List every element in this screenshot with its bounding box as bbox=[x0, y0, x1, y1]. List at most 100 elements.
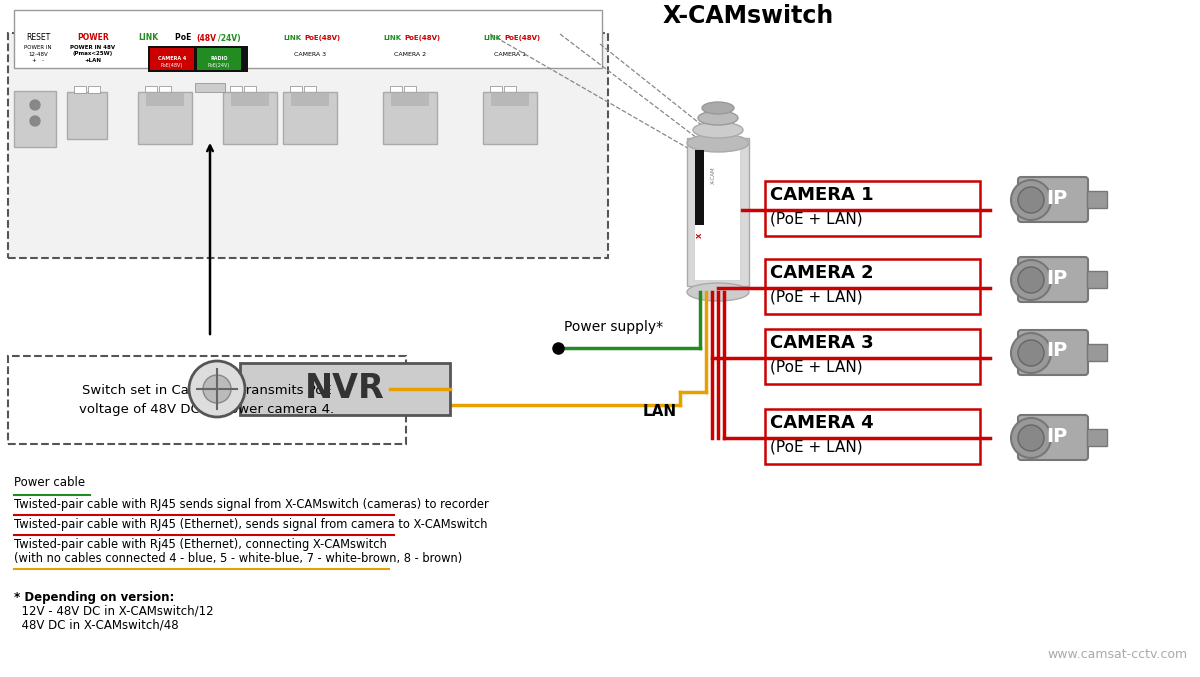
FancyBboxPatch shape bbox=[146, 93, 184, 106]
Text: CAMERA 1: CAMERA 1 bbox=[494, 51, 526, 56]
Circle shape bbox=[30, 116, 40, 126]
FancyBboxPatch shape bbox=[74, 86, 86, 93]
FancyBboxPatch shape bbox=[404, 86, 416, 93]
Text: PoE(48V): PoE(48V) bbox=[161, 64, 184, 68]
FancyBboxPatch shape bbox=[1087, 271, 1108, 288]
FancyBboxPatch shape bbox=[1087, 191, 1108, 208]
FancyBboxPatch shape bbox=[150, 48, 194, 70]
Ellipse shape bbox=[686, 134, 749, 152]
Text: RADIO: RADIO bbox=[210, 56, 228, 62]
Text: (PoE + LAN): (PoE + LAN) bbox=[770, 212, 863, 227]
FancyBboxPatch shape bbox=[148, 46, 248, 72]
FancyBboxPatch shape bbox=[1018, 257, 1088, 302]
Text: IP: IP bbox=[1046, 269, 1068, 288]
FancyBboxPatch shape bbox=[304, 86, 316, 93]
FancyBboxPatch shape bbox=[194, 83, 226, 92]
Text: POWER IN
12-48V
+   -: POWER IN 12-48V + - bbox=[24, 45, 52, 63]
FancyBboxPatch shape bbox=[223, 92, 277, 144]
Circle shape bbox=[1018, 267, 1044, 293]
FancyBboxPatch shape bbox=[695, 150, 704, 225]
Text: POWER IN 48V
(Pmax<25W)
+LAN: POWER IN 48V (Pmax<25W) +LAN bbox=[71, 45, 115, 63]
Text: PoE(24V): PoE(24V) bbox=[208, 64, 230, 68]
Circle shape bbox=[203, 375, 230, 403]
Text: NVR: NVR bbox=[305, 372, 385, 406]
Text: PoE: PoE bbox=[175, 33, 194, 43]
Circle shape bbox=[190, 361, 245, 417]
Text: /24V): /24V) bbox=[218, 33, 241, 43]
Text: X: X bbox=[697, 232, 703, 238]
Text: X-CAMswitch: X-CAMswitch bbox=[662, 4, 834, 28]
Text: LINK: LINK bbox=[482, 35, 502, 41]
FancyBboxPatch shape bbox=[1087, 344, 1108, 361]
Text: POWER: POWER bbox=[77, 33, 109, 43]
Text: X-CAM: X-CAM bbox=[710, 166, 715, 184]
Circle shape bbox=[1018, 340, 1044, 366]
Text: LINK: LINK bbox=[138, 33, 158, 43]
FancyBboxPatch shape bbox=[8, 356, 406, 444]
Ellipse shape bbox=[686, 283, 749, 301]
FancyBboxPatch shape bbox=[283, 92, 337, 144]
FancyBboxPatch shape bbox=[383, 92, 437, 144]
Text: (with no cables connected 4 - blue, 5 - white-blue, 7 - white-brown, 8 - brown): (with no cables connected 4 - blue, 5 - … bbox=[14, 552, 462, 565]
Text: * Depending on version:: * Depending on version: bbox=[14, 591, 174, 604]
Text: PoE(48V): PoE(48V) bbox=[504, 35, 540, 41]
Circle shape bbox=[1010, 260, 1051, 300]
FancyBboxPatch shape bbox=[292, 93, 329, 106]
Text: Twisted-pair cable with RJ45 (Ethernet), sends signal from camera to X-CAMswitch: Twisted-pair cable with RJ45 (Ethernet),… bbox=[14, 518, 487, 531]
Text: CAMERA 2: CAMERA 2 bbox=[770, 264, 874, 282]
Ellipse shape bbox=[694, 122, 743, 138]
FancyBboxPatch shape bbox=[14, 91, 56, 147]
Text: PoE(48V): PoE(48V) bbox=[304, 35, 340, 41]
FancyBboxPatch shape bbox=[8, 33, 608, 258]
Text: IP: IP bbox=[1046, 188, 1068, 207]
FancyBboxPatch shape bbox=[290, 86, 302, 93]
FancyBboxPatch shape bbox=[1018, 177, 1088, 222]
FancyBboxPatch shape bbox=[14, 10, 602, 68]
Text: LINK: LINK bbox=[283, 35, 301, 41]
FancyBboxPatch shape bbox=[88, 86, 100, 93]
Text: PoE(48V): PoE(48V) bbox=[404, 35, 440, 41]
FancyBboxPatch shape bbox=[1018, 415, 1088, 460]
FancyBboxPatch shape bbox=[67, 92, 107, 139]
Text: CAMERA 2: CAMERA 2 bbox=[394, 51, 426, 56]
Circle shape bbox=[1018, 425, 1044, 451]
FancyBboxPatch shape bbox=[390, 86, 402, 93]
Text: www.camsat-cctv.com: www.camsat-cctv.com bbox=[1048, 649, 1188, 661]
FancyBboxPatch shape bbox=[482, 92, 538, 144]
FancyBboxPatch shape bbox=[244, 86, 256, 93]
Ellipse shape bbox=[698, 111, 738, 125]
Text: LINK: LINK bbox=[383, 35, 401, 41]
Text: LAN: LAN bbox=[643, 404, 677, 420]
FancyBboxPatch shape bbox=[230, 93, 269, 106]
Text: (PoE + LAN): (PoE + LAN) bbox=[770, 290, 863, 305]
Ellipse shape bbox=[702, 102, 734, 114]
Text: CAMERA 4: CAMERA 4 bbox=[770, 414, 874, 432]
FancyBboxPatch shape bbox=[138, 92, 192, 144]
Text: Switch set in Camera 4 transmits PoE
voltage of 48V DC to power camera 4.: Switch set in Camera 4 transmits PoE vol… bbox=[79, 384, 335, 416]
Text: (48V: (48V bbox=[196, 33, 216, 43]
FancyBboxPatch shape bbox=[504, 86, 516, 93]
FancyBboxPatch shape bbox=[490, 86, 502, 93]
FancyBboxPatch shape bbox=[1018, 330, 1088, 375]
Text: Power supply*: Power supply* bbox=[564, 320, 664, 334]
Text: CAMERA 1: CAMERA 1 bbox=[770, 186, 874, 204]
Text: (PoE + LAN): (PoE + LAN) bbox=[770, 440, 863, 455]
Text: 48V DC in X-CAMswitch/48: 48V DC in X-CAMswitch/48 bbox=[14, 619, 179, 632]
FancyBboxPatch shape bbox=[145, 86, 157, 93]
Text: (PoE + LAN): (PoE + LAN) bbox=[770, 360, 863, 375]
FancyBboxPatch shape bbox=[694, 145, 740, 280]
FancyBboxPatch shape bbox=[391, 93, 430, 106]
Text: IP: IP bbox=[1046, 427, 1068, 445]
Circle shape bbox=[1010, 418, 1051, 458]
FancyBboxPatch shape bbox=[240, 363, 450, 415]
FancyBboxPatch shape bbox=[197, 48, 241, 70]
Text: Power cable: Power cable bbox=[14, 476, 85, 489]
Text: RESET: RESET bbox=[26, 33, 50, 43]
Circle shape bbox=[1010, 333, 1051, 373]
Text: Twisted-pair cable with RJ45 sends signal from X-CAMswitch (cameras) to recorder: Twisted-pair cable with RJ45 sends signa… bbox=[14, 498, 488, 511]
Circle shape bbox=[1018, 187, 1044, 213]
Circle shape bbox=[1010, 180, 1051, 220]
FancyBboxPatch shape bbox=[686, 138, 749, 286]
Text: IP: IP bbox=[1046, 341, 1068, 360]
FancyBboxPatch shape bbox=[1087, 429, 1108, 446]
